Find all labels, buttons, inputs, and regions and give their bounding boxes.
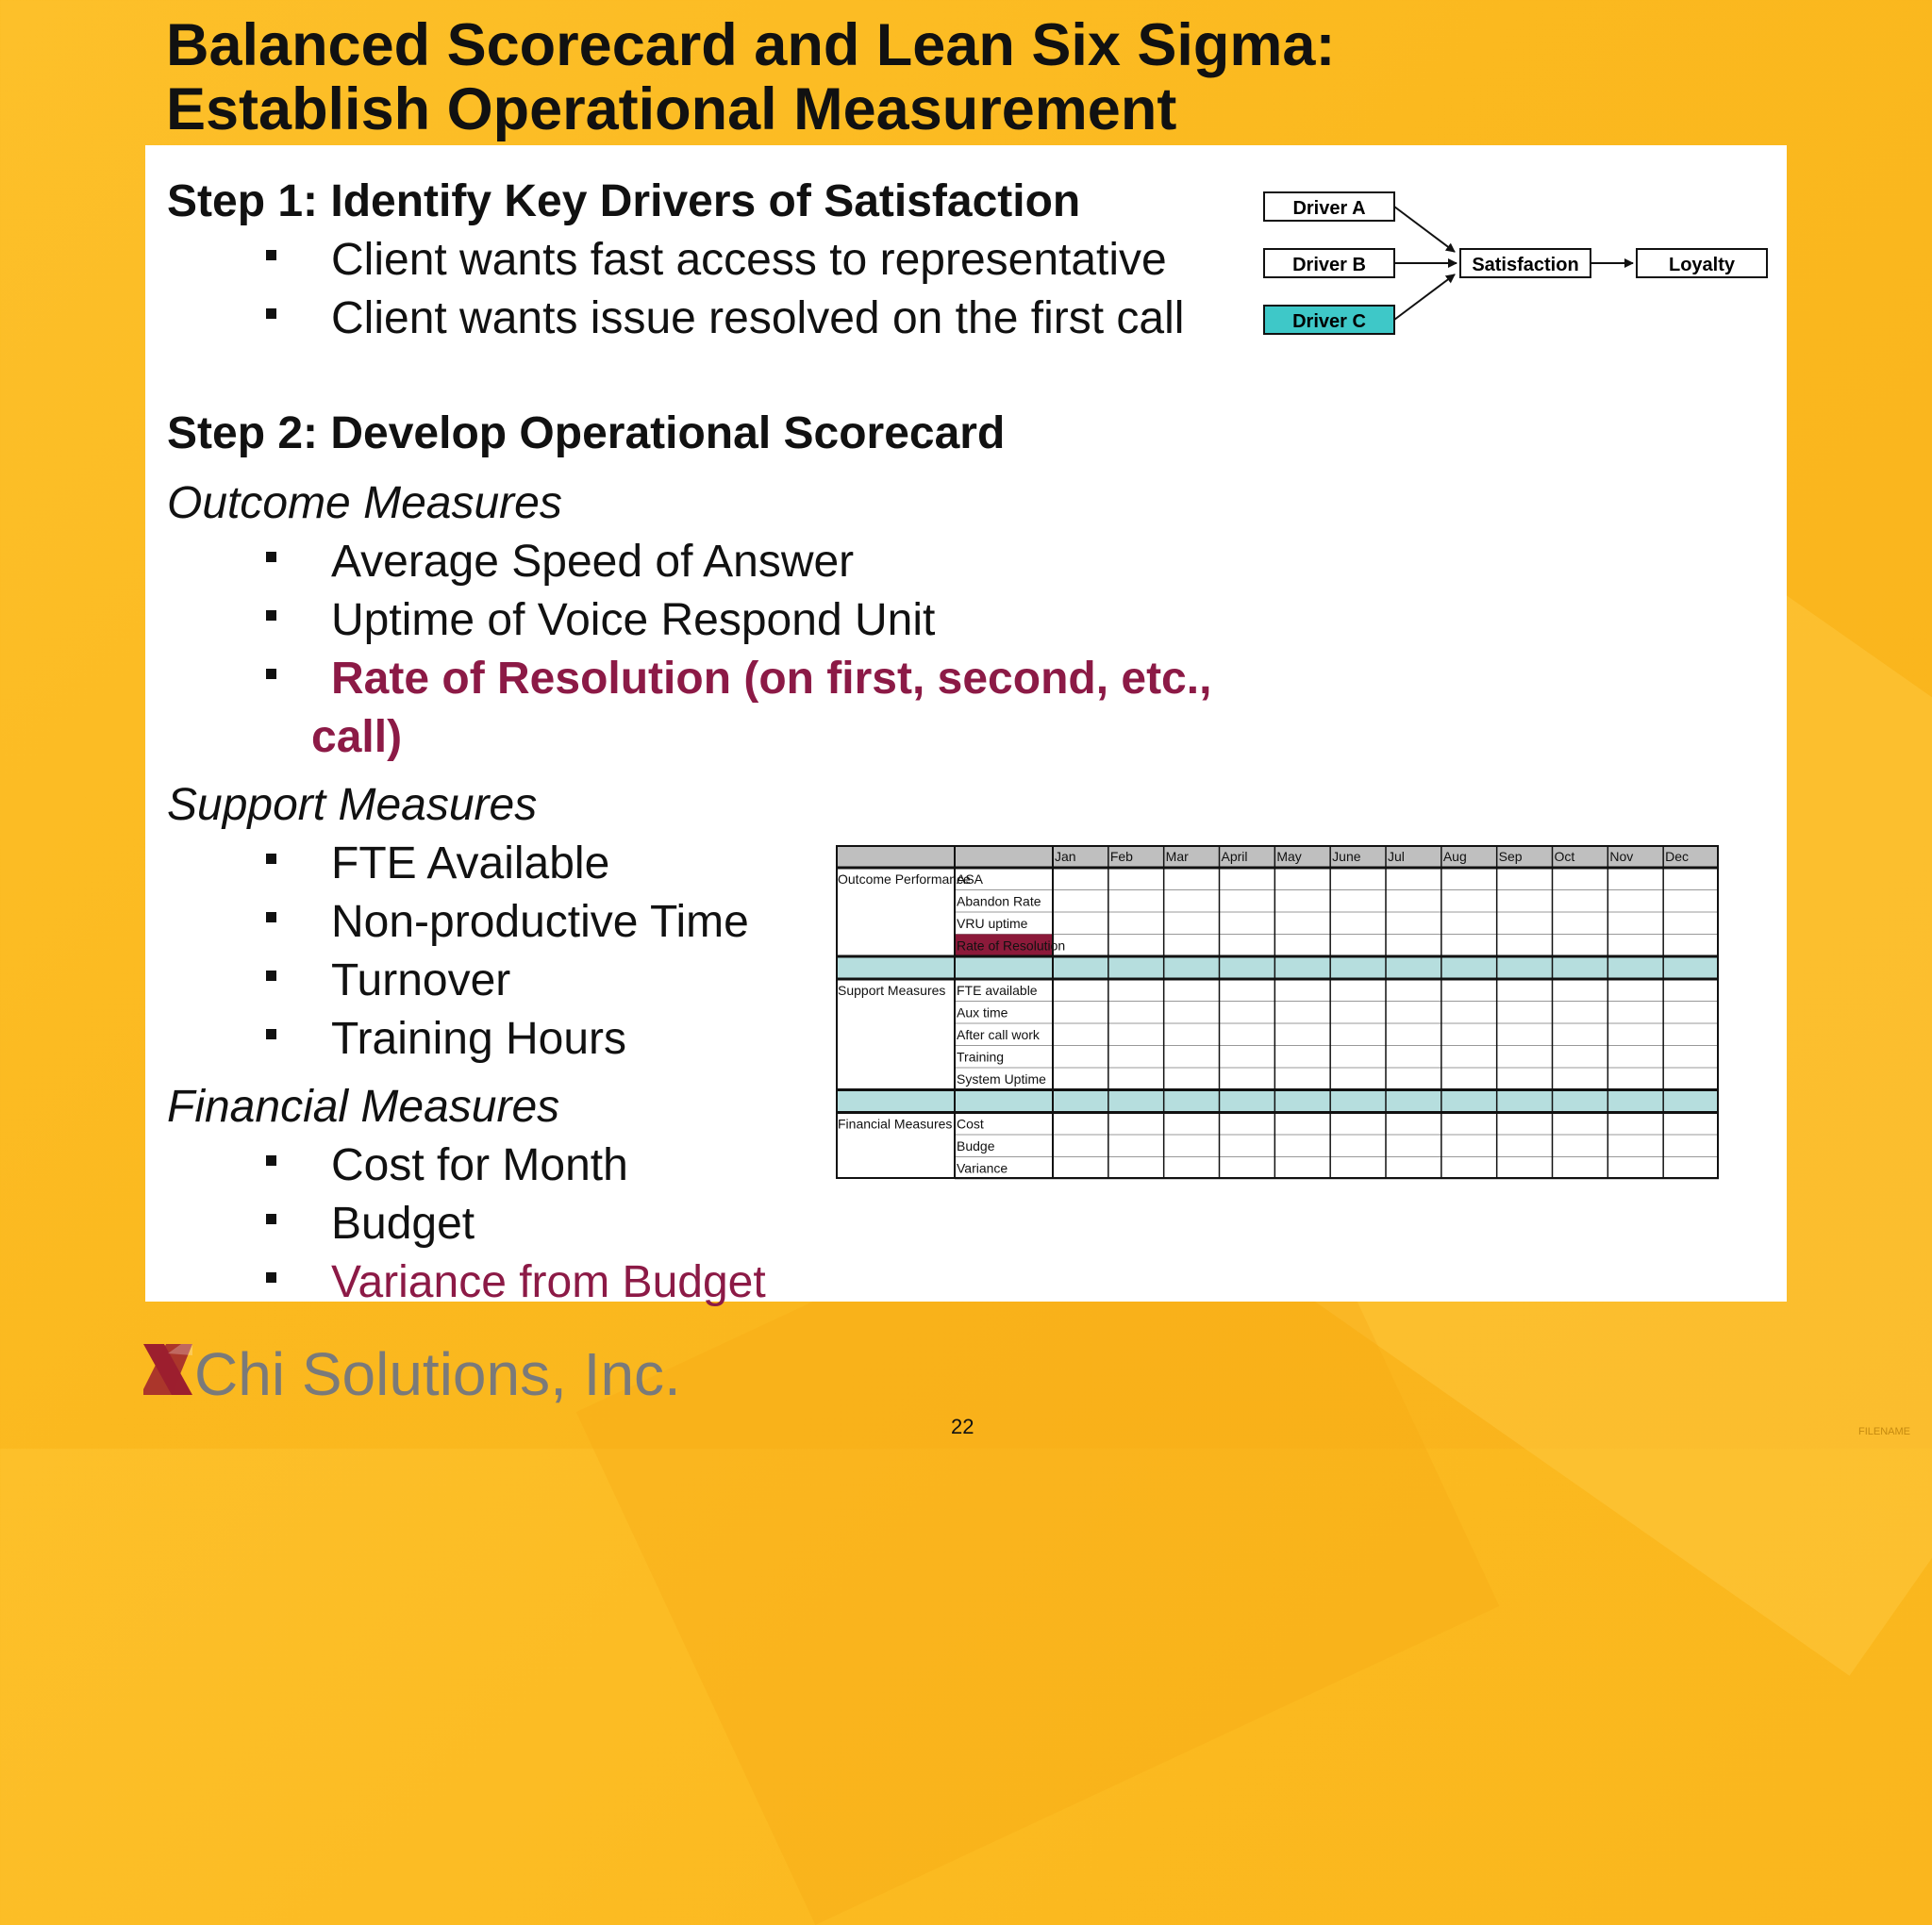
measure-label: Abandon Rate	[957, 894, 1041, 909]
month-header: Feb	[1110, 849, 1133, 864]
month-header: Oct	[1555, 849, 1575, 864]
footer-filename: FILENAME	[1858, 1426, 1911, 1437]
financial-bullet: Cost for Month	[266, 1139, 628, 1191]
bullet-icon	[266, 853, 276, 864]
measure-label: Training	[957, 1050, 1004, 1065]
driver-c-label: Driver C	[1292, 311, 1366, 332]
measure-label: After call work	[957, 1027, 1041, 1042]
page-number: 22	[951, 1415, 974, 1438]
measure-label: FTE available	[957, 983, 1038, 998]
section-label: Financial Measures	[838, 1117, 952, 1132]
title-line-1: Balanced Scorecard and Lean Six Sigma:	[166, 12, 1336, 78]
month-header: Jan	[1055, 849, 1076, 864]
arrow	[1393, 206, 1456, 253]
outcome-bullet-highlight-continued: call)	[311, 712, 403, 762]
driver-b-label: Driver B	[1292, 255, 1366, 275]
measure-label: Rate of Resolution	[957, 938, 1065, 954]
outcome-bullet: Average Speed of Answer	[266, 536, 854, 588]
loyalty-label: Loyalty	[1669, 255, 1736, 275]
measure-label: Budge	[957, 1138, 995, 1153]
bullet-icon	[266, 307, 276, 319]
month-header: Aug	[1443, 849, 1467, 864]
section-label: Outcome Performance	[838, 871, 971, 887]
support-bullet: Non-productive Time	[266, 896, 749, 948]
driver-b-box	[1263, 248, 1395, 278]
month-header: June	[1332, 849, 1361, 864]
arrow	[1393, 274, 1456, 321]
bullet-icon	[266, 1154, 276, 1166]
month-header: Nov	[1609, 849, 1633, 864]
table-header-background	[836, 845, 1719, 868]
financial-measures-label: Financial Measures	[167, 1082, 560, 1132]
company-logo-text: Chi Solutions, Inc.	[194, 1340, 681, 1408]
driver-diagram: Driver A Driver B Driver C Satisfaction …	[1263, 191, 1768, 335]
driver-a-label: Driver A	[1292, 198, 1365, 219]
step1-bullet: Client wants issue resolved on the first…	[266, 292, 1184, 344]
month-header: April	[1222, 849, 1248, 864]
section-separator	[836, 956, 1719, 979]
section-separator	[836, 1089, 1719, 1113]
bullet-icon	[266, 1271, 276, 1283]
measure-label: Aux time	[957, 1005, 1008, 1021]
bullet-icon	[266, 668, 276, 679]
bullet-icon	[266, 249, 276, 260]
measure-label: Variance	[957, 1161, 1008, 1176]
table-border	[836, 845, 1719, 1179]
bullet-icon	[266, 1213, 276, 1224]
financial-bullet-highlight: Variance from Budget	[266, 1256, 766, 1308]
bullet-icon	[266, 1028, 276, 1039]
title-line-2: Establish Operational Measurement	[166, 76, 1177, 142]
section-label: Support Measures	[838, 983, 945, 998]
satisfaction-box	[1459, 248, 1591, 278]
measure-label: ASA	[957, 871, 984, 887]
measure-label: System Uptime	[957, 1071, 1046, 1087]
chi-logo-icon	[143, 1344, 192, 1395]
measure-label: VRU uptime	[957, 916, 1028, 931]
step1-bullet: Client wants fast access to representati…	[266, 234, 1167, 286]
month-header: Mar	[1166, 849, 1189, 864]
support-bullet: Turnover	[266, 954, 510, 1006]
highlight-cell	[955, 934, 1053, 956]
outcome-bullet-highlight: Rate of Resolution (on first, second, et…	[266, 653, 1211, 705]
satisfaction-label: Satisfaction	[1472, 255, 1578, 275]
step2-heading: Step 2: Develop Operational Scorecard	[167, 408, 1006, 458]
outcome-bullet: Uptime of Voice Respond Unit	[266, 594, 935, 646]
support-measures-label: Support Measures	[167, 780, 538, 830]
measure-label: Cost	[957, 1117, 984, 1132]
month-header: Dec	[1665, 849, 1689, 864]
bullet-icon	[266, 551, 276, 562]
slide-title: Balanced Scorecard and Lean Six Sigma: E…	[166, 13, 1335, 141]
month-header: May	[1276, 849, 1301, 864]
support-bullet: FTE Available	[266, 838, 609, 889]
support-bullet: Training Hours	[266, 1013, 626, 1065]
step1-heading: Step 1: Identify Key Drivers of Satisfac…	[167, 176, 1081, 226]
financial-bullet: Budget	[266, 1198, 475, 1250]
driver-a-box	[1263, 191, 1395, 222]
bullet-icon	[266, 911, 276, 922]
month-header: Jul	[1388, 849, 1405, 864]
bullet-icon	[266, 609, 276, 621]
outcome-measures-label: Outcome Measures	[167, 478, 562, 528]
bullet-icon	[266, 970, 276, 981]
driver-c-box	[1263, 305, 1395, 335]
loyalty-box	[1636, 248, 1768, 278]
month-header: Sep	[1499, 849, 1523, 864]
scorecard-table: Jan Feb Mar April May June Jul Aug Sep Oct Nov Dec A…	[836, 845, 1719, 1180]
